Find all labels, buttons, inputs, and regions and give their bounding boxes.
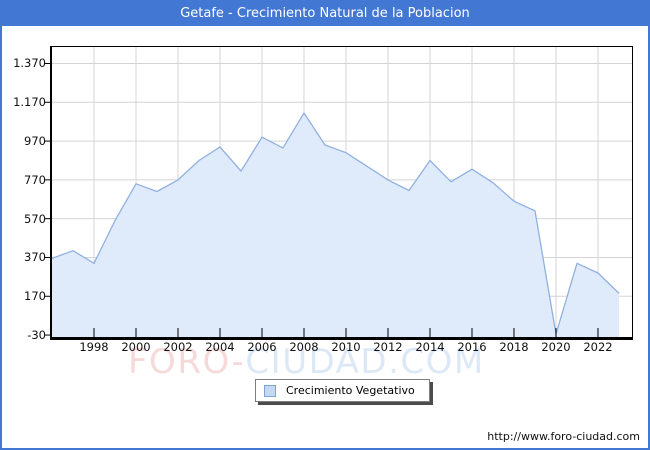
area-series-fill	[52, 113, 619, 337]
chart-title-bar: Getafe - Crecimiento Natural de la Pobla…	[2, 2, 648, 26]
x-axis-label: 2020	[541, 340, 571, 354]
plot-area	[44, 46, 633, 340]
x-axis-label: 2000	[121, 340, 151, 354]
y-axis-label: 1.170	[13, 95, 46, 110]
legend-label: Crecimiento Vegetativo	[286, 384, 415, 397]
y-axis-label: 770	[24, 172, 46, 187]
x-axis-label: 2008	[289, 340, 319, 354]
x-axis-label: 2010	[331, 340, 361, 354]
watermark: FORO-CIUDAD.COM	[128, 342, 485, 382]
x-axis-label: 1998	[79, 340, 109, 354]
x-axis-label: 2014	[415, 340, 445, 354]
area-series-line	[51, 112, 620, 335]
y-axis-label: 1.370	[13, 56, 46, 71]
x-axis-label: 2012	[373, 340, 403, 354]
watermark-part-1: FORO-	[128, 342, 246, 382]
legend-swatch-icon	[264, 384, 276, 397]
y-axis-label: -30	[27, 328, 46, 343]
x-axis-label: 2016	[457, 340, 487, 354]
x-axis-label: 2022	[583, 340, 613, 354]
x-axis-label: 2018	[499, 340, 529, 354]
watermark-part-2: CIUDAD.COM	[245, 342, 485, 382]
footer-url: http://www.foro-ciudad.com	[487, 430, 640, 443]
y-axis-label: 970	[24, 134, 46, 149]
area-chart-svg	[44, 47, 632, 337]
x-axis-label: 2004	[205, 340, 235, 354]
legend[interactable]: Crecimiento Vegetativo	[255, 379, 430, 402]
x-axis-label: 2002	[163, 340, 193, 354]
x-axis-label: 2006	[247, 340, 277, 354]
y-axis-label: 370	[24, 250, 46, 265]
y-axis-label: 570	[24, 211, 46, 226]
chart-title: Getafe - Crecimiento Natural de la Pobla…	[180, 6, 470, 21]
y-axis-label: 170	[24, 289, 46, 304]
